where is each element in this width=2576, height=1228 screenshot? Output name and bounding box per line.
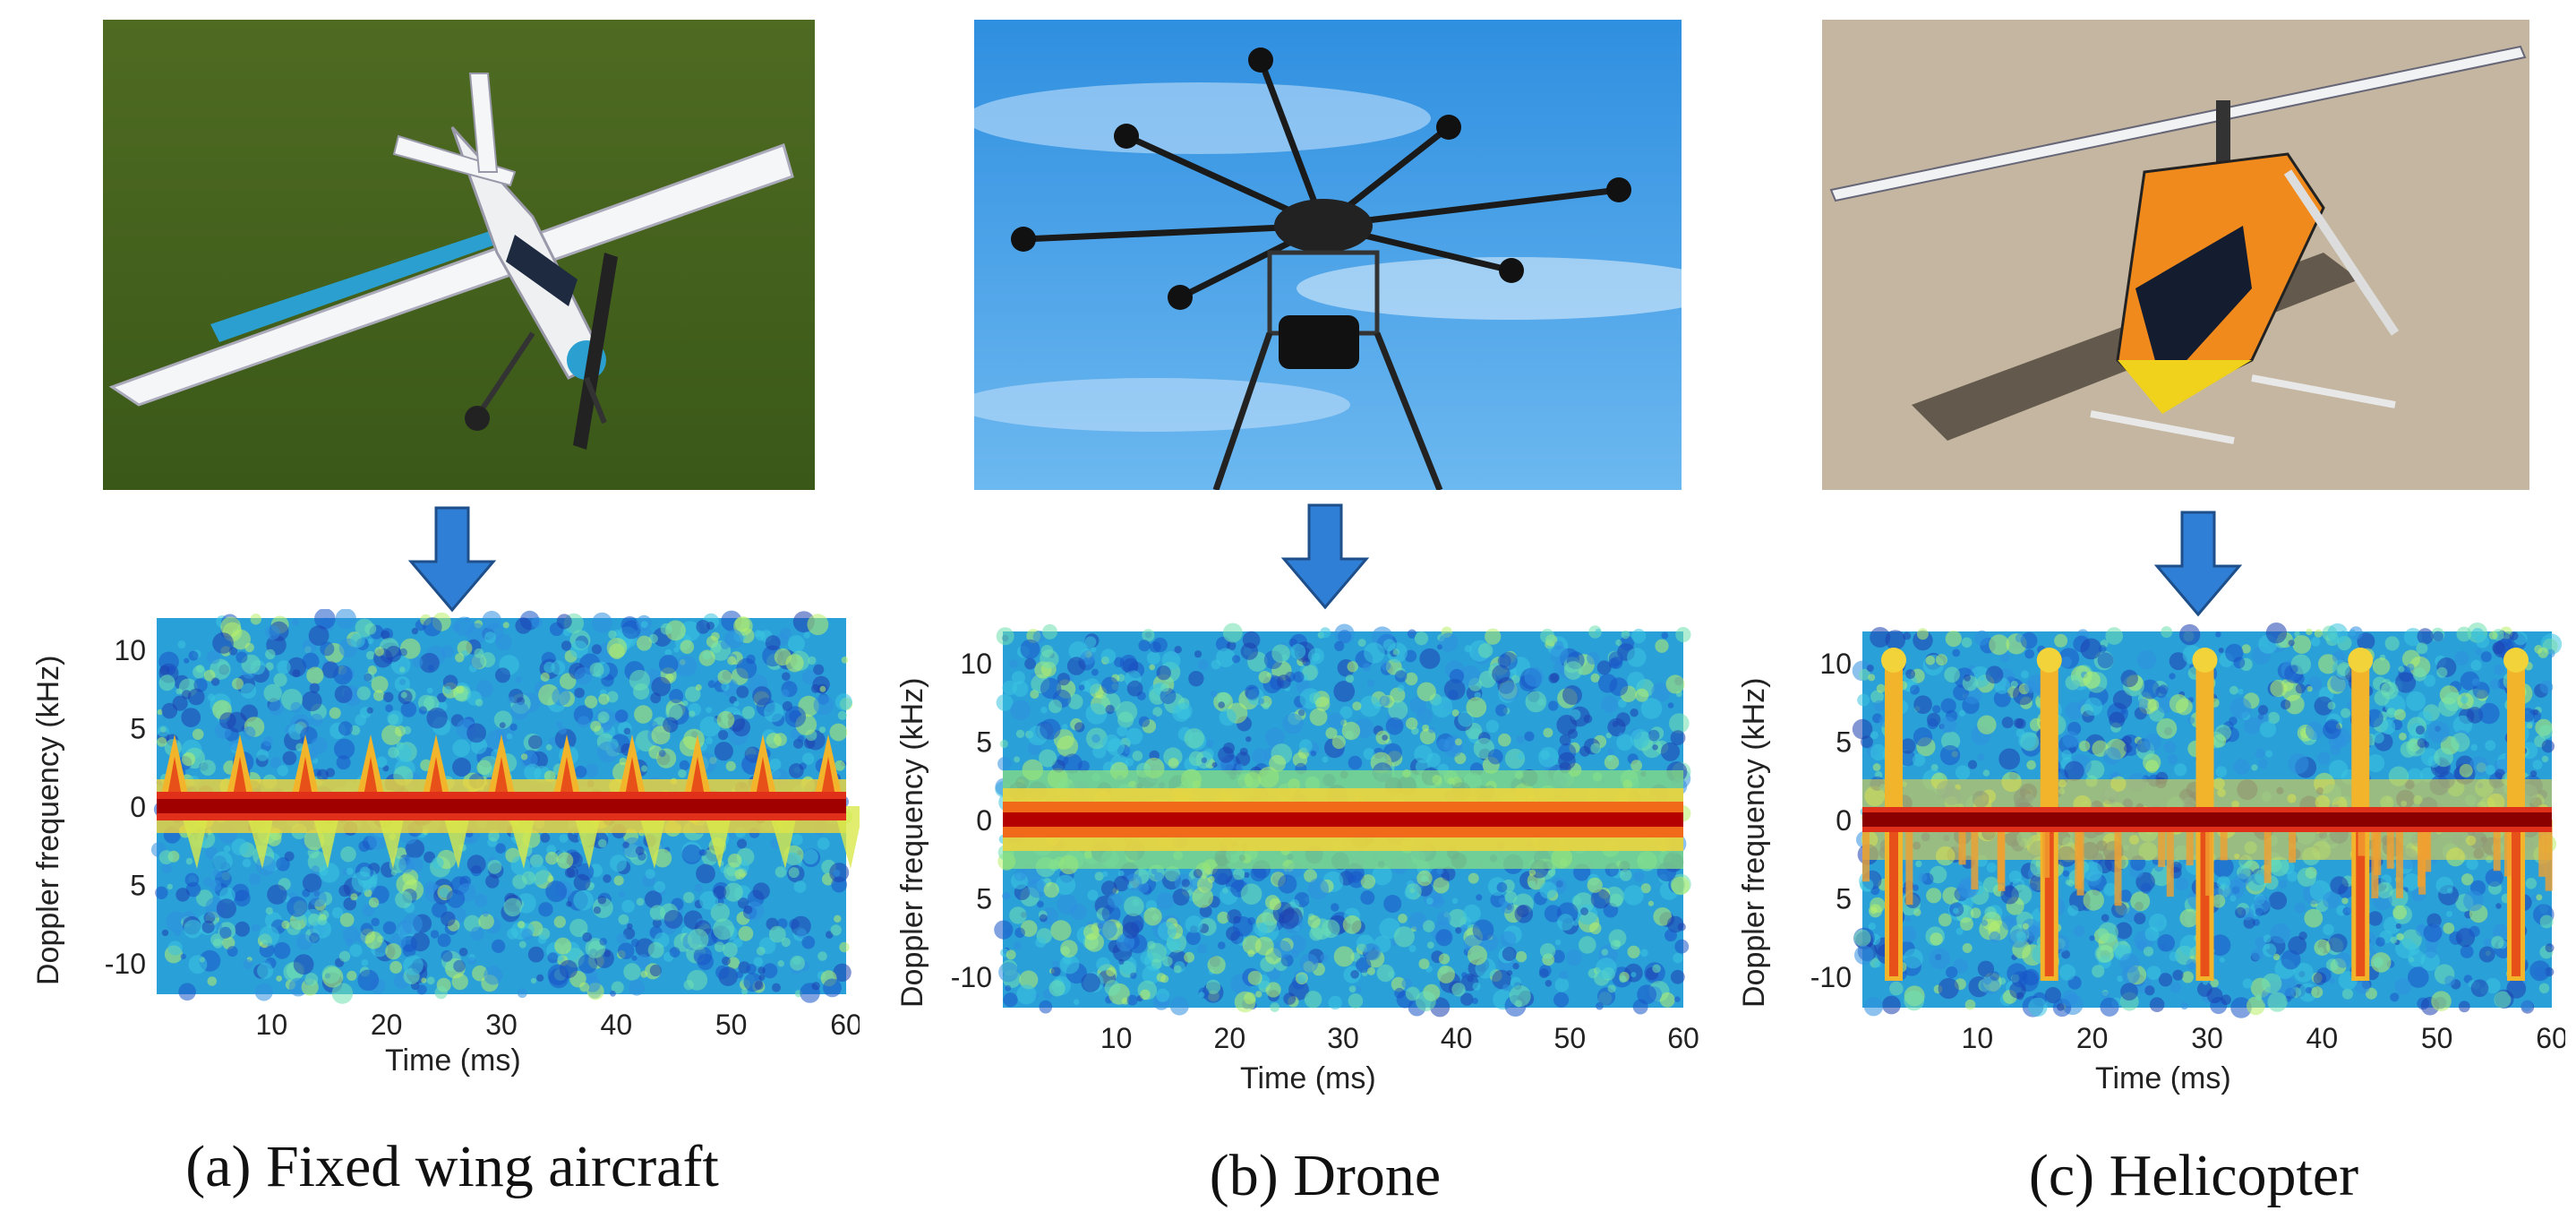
x-tick-label: 50: [715, 1009, 748, 1041]
x-tick-label: 60: [2536, 1022, 2565, 1054]
y-tick-label: 0: [130, 791, 146, 823]
y-tick-label: 10: [960, 648, 992, 680]
x-axis-label: Time (ms): [385, 1043, 521, 1078]
y-tick-label: -10: [951, 961, 992, 993]
x-tick-label: 10: [256, 1009, 288, 1041]
down-arrow-icon: [1280, 503, 1370, 610]
x-axis-label: Time (ms): [1240, 1061, 1376, 1095]
fixed-wing-aircraft-photo: [103, 20, 815, 490]
caption-fixed-wing: (a) Fixed wing aircraft: [185, 1134, 719, 1199]
x-tick-label: 20: [1214, 1022, 1246, 1054]
down-arrow-icon: [2153, 511, 2243, 617]
x-tick-label: 50: [2421, 1022, 2453, 1054]
spectrogram-plot-area: [994, 623, 1691, 1018]
spectrogram-plot-area: [1852, 623, 2563, 1018]
y-tick-label: 10: [1819, 648, 1852, 680]
y-tick-label: 5: [130, 713, 146, 745]
down-arrow-icon: [407, 506, 497, 613]
y-tick-label: 0: [1836, 804, 1852, 837]
spectrogram-helicopter: Doppler frequency (kHz) Time (ms) 10505-…: [1737, 623, 2565, 1095]
x-tick-label: 10: [1100, 1022, 1133, 1054]
x-tick-label: 10: [1962, 1022, 1994, 1054]
y-tick-label: 5: [976, 883, 992, 915]
helicopter-photo: [1822, 20, 2529, 490]
caption-drone: (b) Drone: [1209, 1143, 1442, 1208]
y-tick-label: 5: [1836, 726, 1852, 759]
x-tick-label: 30: [1327, 1022, 1359, 1054]
spectrogram-plot-area: [150, 609, 860, 1004]
x-tick-label: 40: [601, 1009, 633, 1041]
x-tick-label: 60: [830, 1009, 860, 1041]
caption-helicopter: (c) Helicopter: [2028, 1143, 2359, 1208]
x-tick-label: 30: [485, 1009, 518, 1041]
spectrogram-drone: Doppler frequency (kHz) Time (ms) 10505-…: [895, 623, 1699, 1095]
y-tick-label: 5: [976, 726, 992, 759]
x-tick-label: 30: [2191, 1022, 2223, 1054]
y-tick-label: 5: [130, 870, 146, 902]
x-tick-label: 60: [1667, 1022, 1699, 1054]
y-axis-label: Doppler frequency (kHz): [895, 678, 929, 1008]
y-axis-label: Doppler frequency (kHz): [31, 656, 65, 985]
y-tick-label: 10: [114, 634, 146, 666]
y-tick-label: -10: [1810, 961, 1852, 993]
spectrogram-fixed-wing: Doppler frequency (kHz) Time (ms) 10505-…: [31, 609, 860, 1078]
y-tick-label: 5: [1836, 883, 1852, 915]
x-tick-label: 20: [371, 1009, 403, 1041]
y-tick-label: -10: [105, 948, 146, 980]
y-axis-label: Doppler frequency (kHz): [1737, 678, 1771, 1008]
x-tick-label: 40: [1441, 1022, 1473, 1054]
drone-photo: [974, 20, 1682, 490]
x-tick-label: 50: [1554, 1022, 1587, 1054]
y-tick-label: 0: [976, 804, 992, 837]
x-tick-label: 40: [2306, 1022, 2339, 1054]
x-tick-label: 20: [2076, 1022, 2109, 1054]
x-axis-label: Time (ms): [2095, 1061, 2231, 1095]
